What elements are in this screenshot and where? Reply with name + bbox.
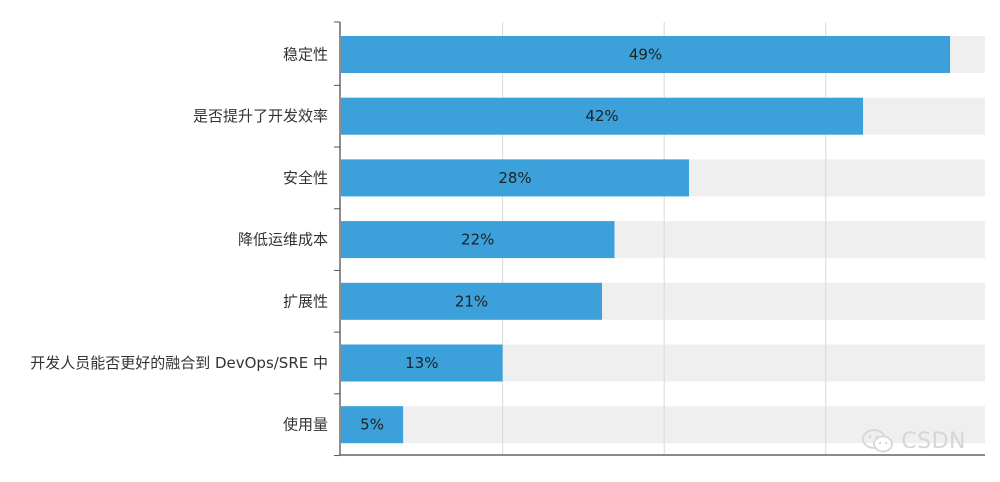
value-label: 5% [360,416,384,434]
wechat-icon [862,429,894,453]
bar [341,406,404,444]
category-label: 是否提升了开发效率 [193,107,328,125]
value-label: 49% [629,46,662,64]
bar [341,159,690,197]
category-label: 稳定性 [283,46,328,64]
value-label: 42% [585,107,618,125]
category-label: 扩展性 [283,292,328,310]
category-label: 降低运维成本 [238,231,328,249]
value-label: 21% [455,292,488,310]
category-label: 安全性 [283,169,328,187]
category-label: 使用量 [283,416,328,434]
value-label: 22% [461,231,494,249]
bar [341,344,503,382]
watermark: CSDN [861,428,966,454]
bar [341,36,951,73]
value-label: 13% [405,354,438,372]
bar [341,221,615,259]
bar [341,282,603,320]
category-label: 开发人员能否更好的融合到 DevOps/SRE 中 [30,354,328,372]
bar [341,97,864,135]
watermark-text: CSDN [901,428,966,454]
value-label: 28% [498,169,531,187]
